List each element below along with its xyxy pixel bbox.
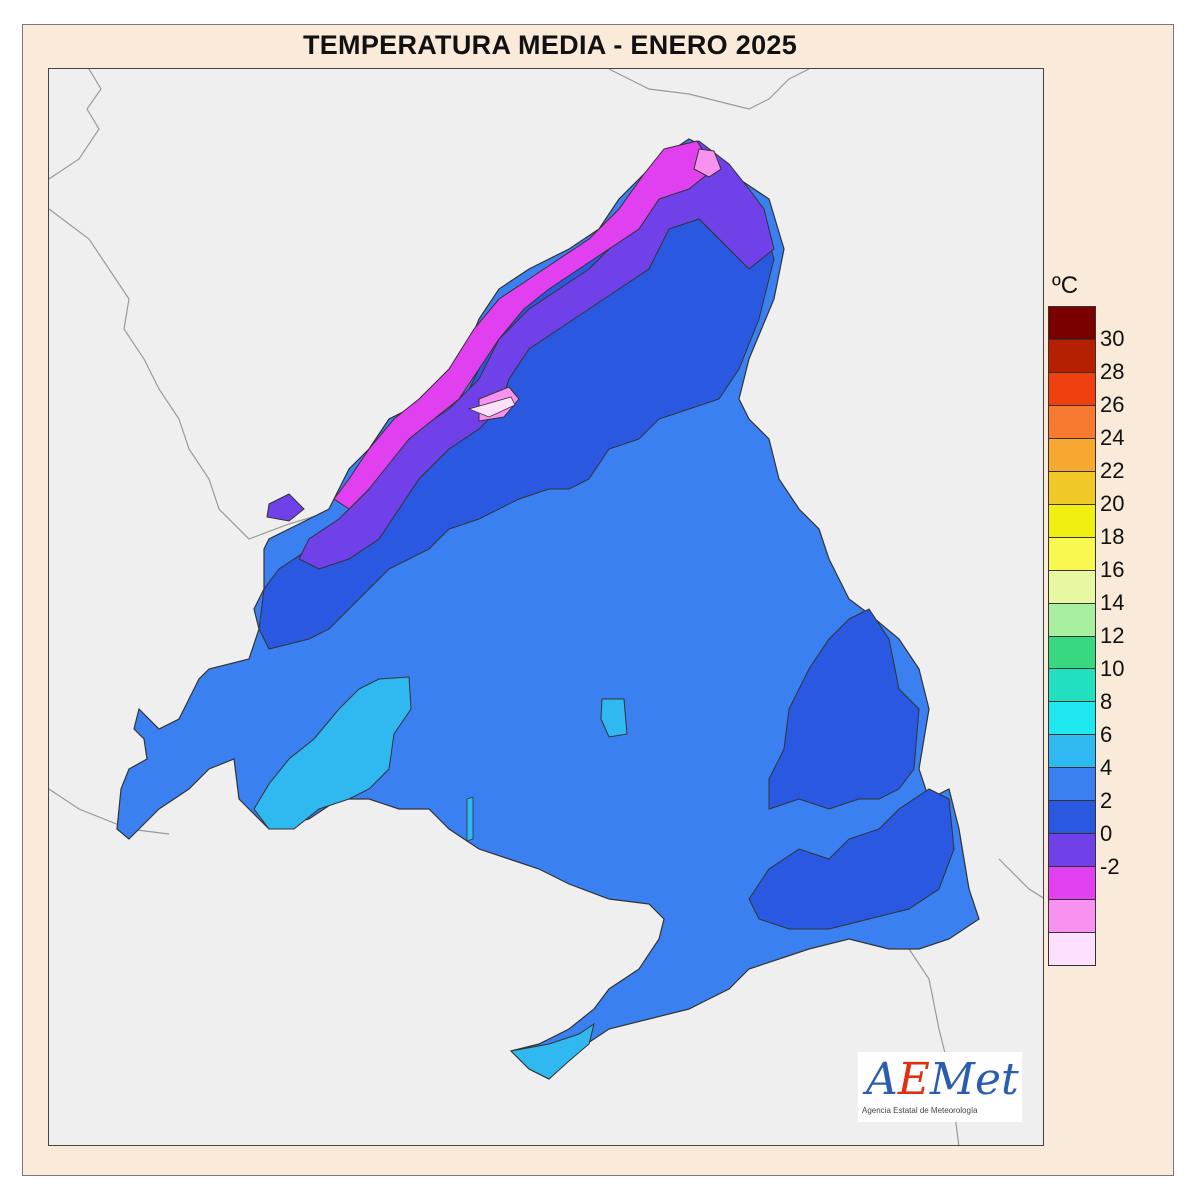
- legend-tick-label: 4: [1100, 755, 1113, 780]
- legend-swatch: [1049, 504, 1095, 538]
- legend-swatch: [1049, 372, 1095, 406]
- legend-tick-label: 8: [1100, 689, 1113, 714]
- legend-swatch: [1049, 669, 1095, 703]
- region-island-west: [266, 493, 305, 522]
- legend-swatch: [1049, 537, 1095, 571]
- logo-subtitle: Agencia Estatal de Meteorología: [862, 1106, 978, 1115]
- legend-tick-label: 18: [1100, 524, 1125, 549]
- region-main: [116, 138, 980, 1080]
- legend-tick-label: -2: [1100, 854, 1120, 879]
- legend-swatch: [1049, 636, 1095, 670]
- legend-tick-label: 2: [1100, 788, 1113, 813]
- temperature-map: [49, 69, 1043, 1145]
- legend-swatch: [1049, 933, 1095, 966]
- legend-unit: ºC: [1052, 272, 1079, 299]
- color-legend: [1048, 306, 1096, 966]
- legend-tick-label: 24: [1100, 425, 1125, 450]
- map-title: TEMPERATURA MEDIA - ENERO 2025: [302, 30, 798, 60]
- legend-tick-label: 10: [1100, 656, 1125, 681]
- legend-swatch: [1049, 405, 1095, 439]
- legend-tick-label: 30: [1100, 326, 1125, 351]
- region-coldest: [333, 140, 715, 510]
- legend-swatch: [1049, 339, 1095, 373]
- legend-tick-label: 16: [1100, 557, 1125, 582]
- legend-swatch: [1049, 801, 1095, 835]
- legend-swatch: [1049, 471, 1095, 505]
- legend-swatch: [1049, 768, 1095, 802]
- legend-swatch: [1049, 735, 1095, 769]
- region-colder: [298, 140, 775, 570]
- legend-tick-label: 28: [1100, 359, 1125, 384]
- legend-swatch: [1049, 570, 1095, 604]
- region-below-zero-3: [467, 396, 516, 418]
- legend-swatch: [1049, 834, 1095, 868]
- legend-swatch: [1049, 900, 1095, 934]
- legend-tick-label: 22: [1100, 458, 1125, 483]
- legend-tick-label: 14: [1100, 590, 1125, 615]
- legend-tick-label: 6: [1100, 722, 1113, 747]
- region-cold-southeast: [748, 788, 955, 930]
- region-warm-strip: [466, 796, 474, 842]
- region-below-zero-1: [693, 148, 722, 178]
- aemet-logo: AEMet Agencia Estatal de Meteorología: [858, 1052, 1022, 1122]
- legend-tick-label: 26: [1100, 392, 1125, 417]
- legend-swatch: [1049, 603, 1095, 637]
- legend-swatch: [1049, 438, 1095, 472]
- region-warm-center: [600, 698, 628, 738]
- map-panel: [48, 68, 1044, 1146]
- legend-tick-label: 0: [1100, 821, 1113, 846]
- logo-wordmark: AEMet: [866, 1054, 1019, 1105]
- region-warm-southwest: [253, 676, 412, 830]
- legend-tick-label: 20: [1100, 491, 1125, 516]
- legend-swatch: [1049, 867, 1095, 901]
- legend-swatch: [1049, 307, 1095, 340]
- legend-tick-label: 12: [1100, 623, 1125, 648]
- region-cold-east: [768, 608, 920, 810]
- legend-ticks: 30 28 26 24 22 20 18 16 14 12 10 8 6 4 2 0 -2: [1100, 306, 1160, 966]
- legend-swatch: [1049, 702, 1095, 736]
- region-warm-south: [509, 1022, 595, 1080]
